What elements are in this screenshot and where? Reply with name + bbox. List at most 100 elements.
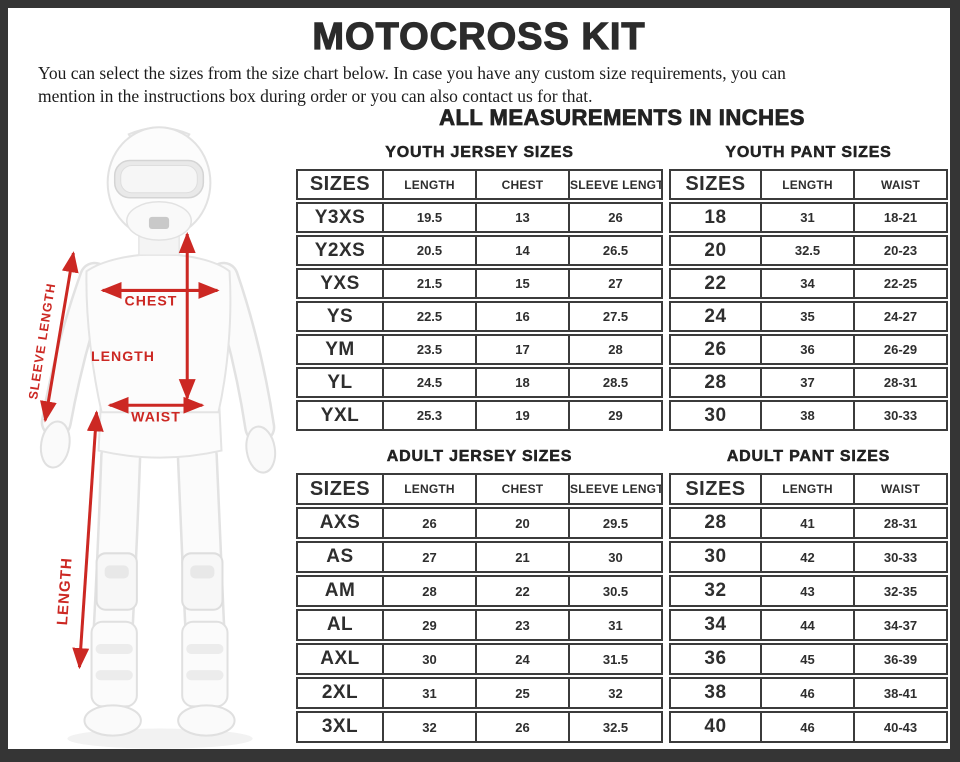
value-cell: 22 [477,575,570,607]
table-row: 30 38 30-33 [669,400,948,431]
value-cell: 27.5 [570,301,663,332]
adult-pant-title: ADULT PANT SIZES [726,448,891,466]
value-cell: 31.5 [570,643,663,675]
value-cell: 45 [762,643,855,675]
column-header: SIZES [296,473,384,505]
size-cell: 22 [669,268,762,299]
table-row: 18 31 18-21 [669,202,948,233]
value-cell: 22-25 [855,268,948,299]
column-header: CHEST [477,169,570,200]
value-cell: 28-31 [855,367,948,398]
pant-length-arrow [72,410,104,670]
value-cell: 23 [477,609,570,641]
value-cell: 18-21 [855,202,948,233]
header-row: SIZES LENGTH CHEST SLEEVE LENGTH [296,169,663,200]
table-row: 2XL 31 25 32 [296,677,663,709]
table-row: YS 22.5 16 27.5 [296,301,663,332]
helmet [106,126,212,241]
table-row: AXL 30 24 31.5 [296,643,663,675]
value-cell: 26-29 [855,334,948,365]
table-row: AL 29 23 31 [296,609,663,641]
youth-pant-title: YOUTH PANT SIZES [725,144,892,162]
units-note: ALL MEASUREMENTS IN INCHES [439,105,805,131]
value-cell: 24-27 [855,301,948,332]
column-header: SIZES [296,169,384,200]
value-cell: 43 [762,575,855,607]
size-cell: 30 [669,400,762,431]
size-cell: 36 [669,643,762,675]
size-cell: 28 [669,367,762,398]
table-row: 32 43 32-35 [669,575,948,607]
size-cell: 2XL [296,677,384,709]
value-cell: 27 [570,268,663,299]
value-cell: 29 [570,400,663,431]
size-cell: 32 [669,575,762,607]
size-cell: 40 [669,711,762,743]
value-cell: 42 [762,541,855,573]
value-cell: 22.5 [384,301,477,332]
value-cell: 14 [477,235,570,266]
table-row: YL 24.5 18 28.5 [296,367,663,398]
value-cell: 25.3 [384,400,477,431]
value-cell: 24.5 [384,367,477,398]
table-row: 38 46 38-41 [669,677,948,709]
value-cell: 35 [762,301,855,332]
size-cell: AS [296,541,384,573]
value-cell: 13 [477,202,570,233]
column-header: LENGTH [384,473,477,505]
value-cell: 30-33 [855,541,948,573]
rider-figure-svg: SLEEVE LENGTH CHEST LENGTH WAIST LENGTH [26,126,277,749]
value-cell: 36-39 [855,643,948,675]
size-cell: YM [296,334,384,365]
value-cell: 30.5 [570,575,663,607]
value-cell: 32 [570,677,663,709]
value-cell: 30 [384,643,477,675]
value-cell: 24 [477,643,570,675]
size-cell: YXL [296,400,384,431]
table-row: YM 23.5 17 28 [296,334,663,365]
value-cell: 32.5 [570,711,663,743]
value-cell: 19.5 [384,202,477,233]
pant-length-label: LENGTH [54,557,76,626]
value-cell: 29.5 [570,507,663,539]
boots [83,620,236,737]
table-row: 40 46 40-43 [669,711,948,743]
right-glove [245,425,277,474]
value-cell: 21.5 [384,268,477,299]
value-cell: 32 [384,711,477,743]
value-cell: 25 [477,677,570,709]
column-header: SLEEVE LENGTH [570,473,663,505]
header-row: SIZES LENGTH CHEST SLEEVE LENGTH [296,473,663,505]
size-cell: 24 [669,301,762,332]
right-knee-brace [181,552,224,611]
youth-pant-table: SIZES LENGTH WAIST 18 31 18-21 20 32.5 20-23 22 34… [669,167,948,433]
value-cell: 41 [762,507,855,539]
youth-jersey-title: YOUTH JERSEY SIZES [385,144,574,162]
intro-text: You can select the sizes from the size c… [38,63,786,107]
value-cell: 27 [384,541,477,573]
column-header: WAIST [855,473,948,505]
table-row: Y2XS 20.5 14 26.5 [296,235,663,266]
adult-pant-table: SIZES LENGTH WAIST 28 41 28-31 30 42 30-33 32 43 32… [669,471,948,745]
size-cell: 26 [669,334,762,365]
value-cell: 18 [477,367,570,398]
youth-tables-row: SIZES LENGTH CHEST SLEEVE LENGTH Y3XS 19.5 13 2… [296,167,950,433]
table-row: 30 42 30-33 [669,541,948,573]
size-cell: Y2XS [296,235,384,266]
value-cell: 32-35 [855,575,948,607]
size-cell: AXS [296,507,384,539]
value-cell: 21 [477,541,570,573]
value-cell: 38 [762,400,855,431]
table-row: 3XL 32 26 32.5 [296,711,663,743]
table-row: YXL 25.3 19 29 [296,400,663,431]
column-header: WAIST [855,169,948,200]
table-row: 34 44 34-37 [669,609,948,641]
measurement-arrows [40,231,220,670]
column-header: LENGTH [762,473,855,505]
helmet-vent [148,216,170,229]
value-cell: 30 [570,541,663,573]
value-cell: 20-23 [855,235,948,266]
value-cell: 19 [477,400,570,431]
value-cell: 28-31 [855,507,948,539]
waist-label: WAIST [131,408,181,424]
